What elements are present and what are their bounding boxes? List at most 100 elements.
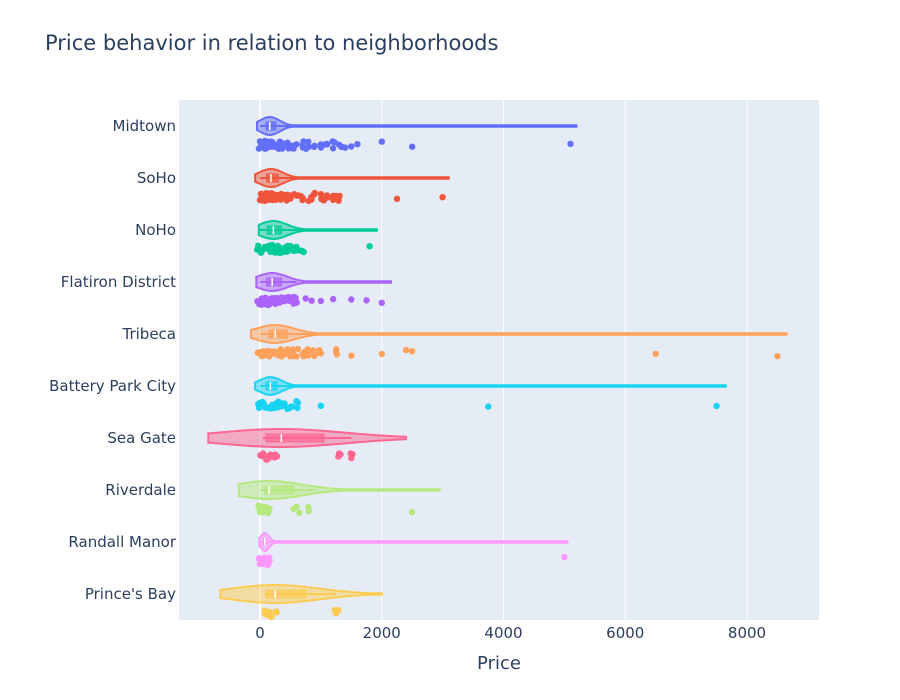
data-point	[561, 553, 568, 561]
data-point	[308, 196, 315, 203]
violin-shape	[258, 532, 569, 552]
violin-tribeca	[249, 323, 788, 360]
data-point	[290, 293, 298, 301]
data-point	[289, 403, 296, 410]
violin-shape	[254, 376, 727, 396]
data-point	[265, 561, 272, 568]
violin-randall-manor	[256, 532, 569, 568]
data-point	[272, 608, 280, 615]
violin-shape	[249, 323, 788, 345]
y-tick-label: Midtown	[113, 117, 176, 135]
data-point	[316, 347, 323, 354]
data-point	[294, 345, 302, 353]
data-point	[305, 503, 312, 511]
data-point	[333, 351, 341, 358]
data-point	[348, 296, 355, 303]
data-point	[439, 194, 446, 201]
data-point	[291, 142, 298, 149]
data-point	[378, 138, 385, 145]
data-point	[347, 450, 354, 457]
data-point	[378, 299, 385, 306]
violin-shape	[255, 272, 392, 292]
data-point	[302, 145, 310, 152]
data-point	[317, 402, 325, 409]
data-point	[309, 347, 317, 354]
data-point	[297, 247, 305, 254]
violin-sea-gate	[207, 428, 408, 463]
violin-shape	[257, 220, 378, 240]
data-point	[363, 297, 370, 304]
data-point	[409, 143, 416, 150]
data-point	[366, 243, 373, 250]
data-point	[409, 509, 416, 516]
data-point	[317, 191, 325, 198]
violin-battery-park-city	[254, 376, 727, 412]
data-point	[285, 192, 292, 199]
data-point	[278, 403, 285, 410]
data-point	[342, 144, 349, 151]
data-point	[378, 350, 385, 358]
data-point	[652, 350, 659, 357]
data-point	[290, 505, 297, 513]
data-point	[291, 353, 298, 360]
x-tick-label: 0	[255, 624, 265, 642]
violin-shape	[256, 115, 578, 137]
data-point	[255, 145, 263, 152]
data-point	[293, 299, 300, 306]
x-tick-label: 6000	[606, 624, 644, 642]
violin-soho	[254, 168, 450, 205]
y-tick-label: SoHo	[137, 169, 176, 187]
y-tick-label: Tribeca	[122, 325, 176, 343]
data-point	[322, 141, 329, 148]
data-point	[774, 353, 781, 360]
y-tick-label: NoHo	[135, 221, 176, 239]
x-gridlines	[259, 100, 748, 620]
y-tick-label: Battery Park City	[49, 377, 176, 395]
data-point	[354, 141, 361, 148]
violin-noho	[253, 220, 378, 256]
data-point	[331, 607, 338, 614]
data-point	[277, 196, 284, 203]
violin-layer	[207, 115, 788, 621]
data-point	[272, 194, 279, 201]
data-point	[311, 142, 318, 150]
y-tick-label: Flatiron District	[61, 273, 176, 291]
data-point	[308, 297, 315, 304]
data-point	[320, 196, 328, 203]
violin-flatiron-district	[254, 272, 392, 309]
data-point	[272, 142, 279, 149]
data-point	[337, 451, 344, 458]
data-point	[294, 404, 301, 412]
x-tick-labels: 0 2000 4000 6000 8000	[255, 624, 766, 642]
data-point	[292, 245, 299, 253]
data-point	[335, 197, 342, 204]
data-point	[317, 297, 325, 305]
data-point	[296, 509, 303, 516]
y-tick-label: Randall Manor	[68, 533, 176, 551]
chart-title: Price behavior in relation to neighborho…	[45, 31, 498, 55]
data-point	[294, 399, 301, 406]
data-point	[304, 352, 312, 359]
data-point	[299, 194, 306, 202]
data-point	[485, 403, 492, 410]
data-point	[348, 352, 355, 359]
x-tick-label: 4000	[484, 624, 522, 642]
violin-riverdale	[237, 480, 441, 517]
violin-prince-s-bay	[219, 584, 383, 621]
data-point	[264, 509, 272, 517]
x-axis-title: Price	[477, 653, 521, 674]
data-point	[273, 453, 281, 460]
data-point	[311, 352, 318, 360]
data-point	[300, 138, 307, 145]
data-point	[567, 140, 574, 148]
y-tick-label: Sea Gate	[107, 429, 176, 447]
y-tick-labels: Midtown SoHo NoHo Flatiron District Tribeca B…	[49, 117, 177, 603]
data-point	[304, 346, 311, 353]
y-tick-label: Prince's Bay	[85, 585, 176, 603]
data-point	[272, 298, 280, 305]
data-point	[258, 249, 265, 256]
data-point	[713, 402, 720, 410]
data-point	[265, 612, 272, 619]
data-point	[272, 244, 279, 252]
